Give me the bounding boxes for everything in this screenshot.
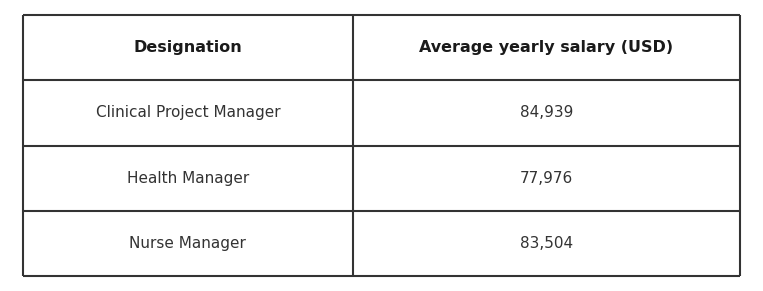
Text: 83,504: 83,504 (520, 236, 573, 251)
Bar (23, 146, 740, 211)
Text: Designation: Designation (134, 40, 242, 55)
Bar (23, 80, 740, 146)
Text: Clinical Project Manager: Clinical Project Manager (95, 105, 280, 120)
Text: 84,939: 84,939 (520, 105, 573, 120)
Bar (23, 211, 740, 276)
Text: Average yearly salary (USD): Average yearly salary (USD) (420, 40, 674, 55)
Text: Nurse Manager: Nurse Manager (130, 236, 246, 251)
Text: Health Manager: Health Manager (127, 171, 249, 186)
Text: 77,976: 77,976 (520, 171, 573, 186)
Bar (23, 15, 740, 80)
